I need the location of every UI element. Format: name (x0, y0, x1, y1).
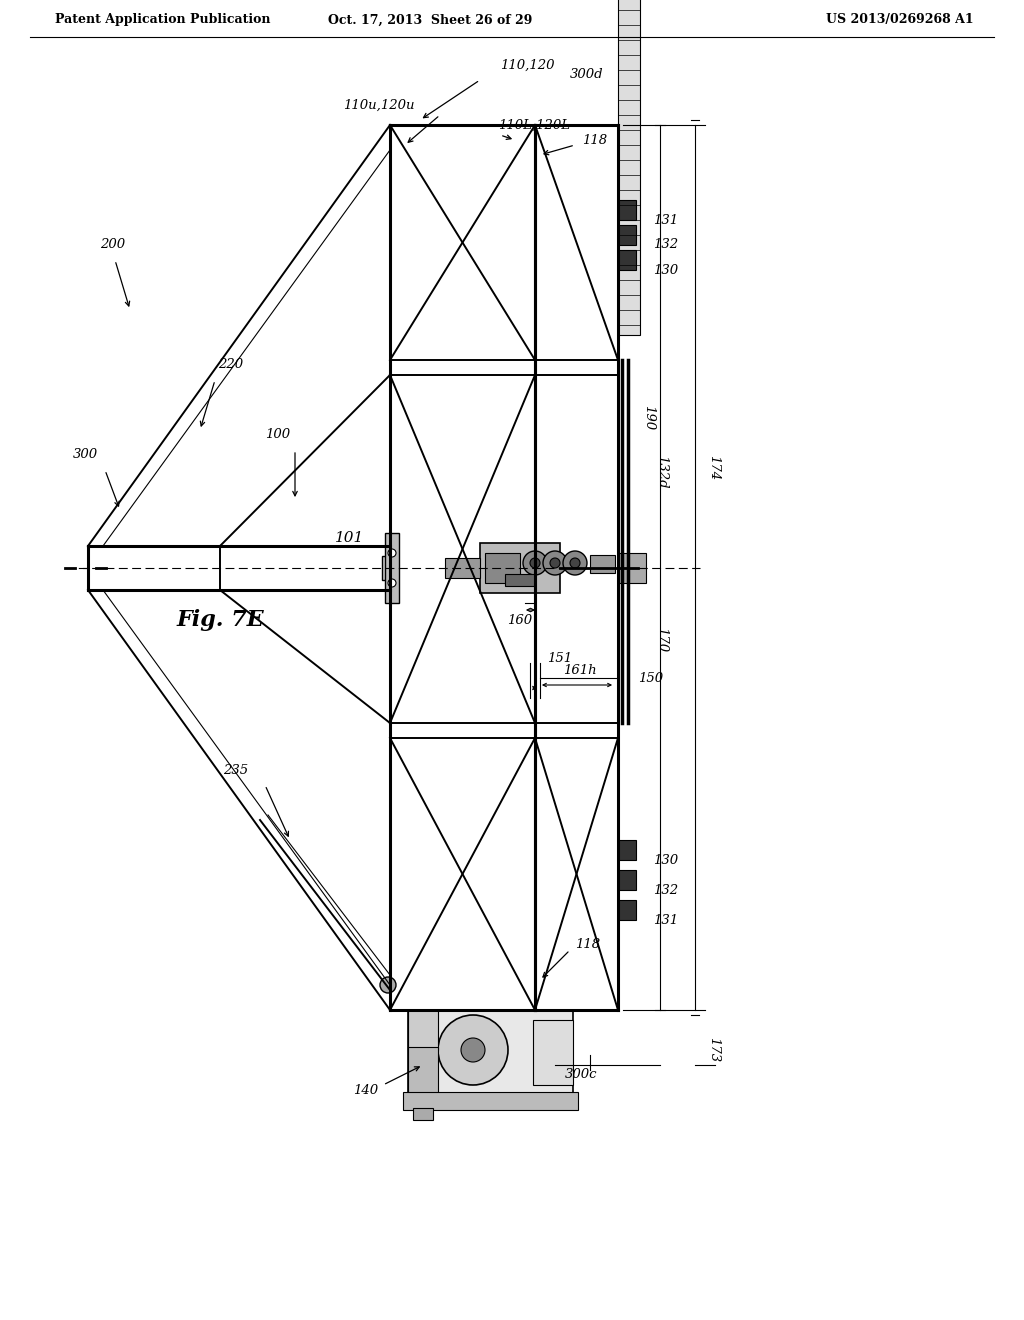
Bar (618, 224, 636, 246)
Text: 101: 101 (336, 531, 365, 545)
Bar (445, 558, 480, 578)
Bar (505, 574, 535, 586)
Text: 132: 132 (653, 883, 678, 896)
Bar (382, 556, 392, 579)
Bar (413, 1107, 433, 1119)
Text: 235: 235 (223, 763, 248, 776)
Text: 200: 200 (100, 239, 125, 252)
Bar (485, 553, 520, 583)
Bar (618, 900, 636, 920)
Bar (618, 870, 636, 890)
Text: 110,120: 110,120 (500, 58, 555, 71)
Bar (385, 533, 399, 603)
Text: Oct. 17, 2013  Sheet 26 of 29: Oct. 17, 2013 Sheet 26 of 29 (328, 13, 532, 26)
Text: 110u,120u: 110u,120u (343, 99, 415, 111)
Text: 300: 300 (73, 449, 98, 462)
Bar (618, 249, 636, 271)
Bar (408, 1047, 438, 1096)
Bar (480, 543, 560, 593)
Bar (618, 0, 640, 335)
Circle shape (388, 549, 396, 557)
Circle shape (523, 550, 547, 576)
Text: 190: 190 (642, 405, 655, 430)
Text: 220: 220 (218, 359, 243, 371)
Circle shape (530, 558, 540, 568)
Text: 130: 130 (653, 264, 678, 276)
Text: 173: 173 (707, 1038, 720, 1063)
Bar (590, 554, 615, 573)
Text: 132d: 132d (655, 455, 668, 488)
Circle shape (388, 579, 396, 587)
Circle shape (543, 550, 567, 576)
Text: 151: 151 (547, 652, 572, 664)
Text: 150: 150 (638, 672, 664, 685)
Text: 131: 131 (653, 913, 678, 927)
Bar (618, 553, 646, 583)
Circle shape (380, 977, 396, 993)
Bar (534, 1020, 573, 1085)
Text: 160: 160 (508, 614, 532, 627)
Circle shape (550, 558, 560, 568)
Text: 174: 174 (707, 455, 720, 480)
Text: US 2013/0269268 A1: US 2013/0269268 A1 (826, 13, 974, 26)
Circle shape (570, 558, 580, 568)
Bar (408, 1010, 438, 1049)
Text: Fig. 7E: Fig. 7E (176, 609, 264, 631)
Text: 118: 118 (575, 939, 600, 952)
Text: 300c: 300c (565, 1068, 597, 1081)
Text: 170: 170 (655, 627, 668, 652)
Text: 161h: 161h (563, 664, 597, 676)
Circle shape (563, 550, 587, 576)
Bar (403, 1092, 578, 1110)
Text: 132: 132 (653, 239, 678, 252)
Text: 300d: 300d (570, 69, 603, 82)
Bar (618, 840, 636, 861)
Text: Patent Application Publication: Patent Application Publication (55, 13, 270, 26)
Text: 110L,120L: 110L,120L (498, 119, 570, 132)
Bar (408, 1010, 573, 1096)
Circle shape (438, 1015, 508, 1085)
Text: 131: 131 (653, 214, 678, 227)
Text: 130: 130 (653, 854, 678, 866)
Text: 118: 118 (582, 133, 607, 147)
Bar (618, 201, 636, 220)
Text: 140: 140 (353, 1084, 378, 1097)
Circle shape (461, 1038, 485, 1063)
Text: 100: 100 (265, 429, 290, 441)
